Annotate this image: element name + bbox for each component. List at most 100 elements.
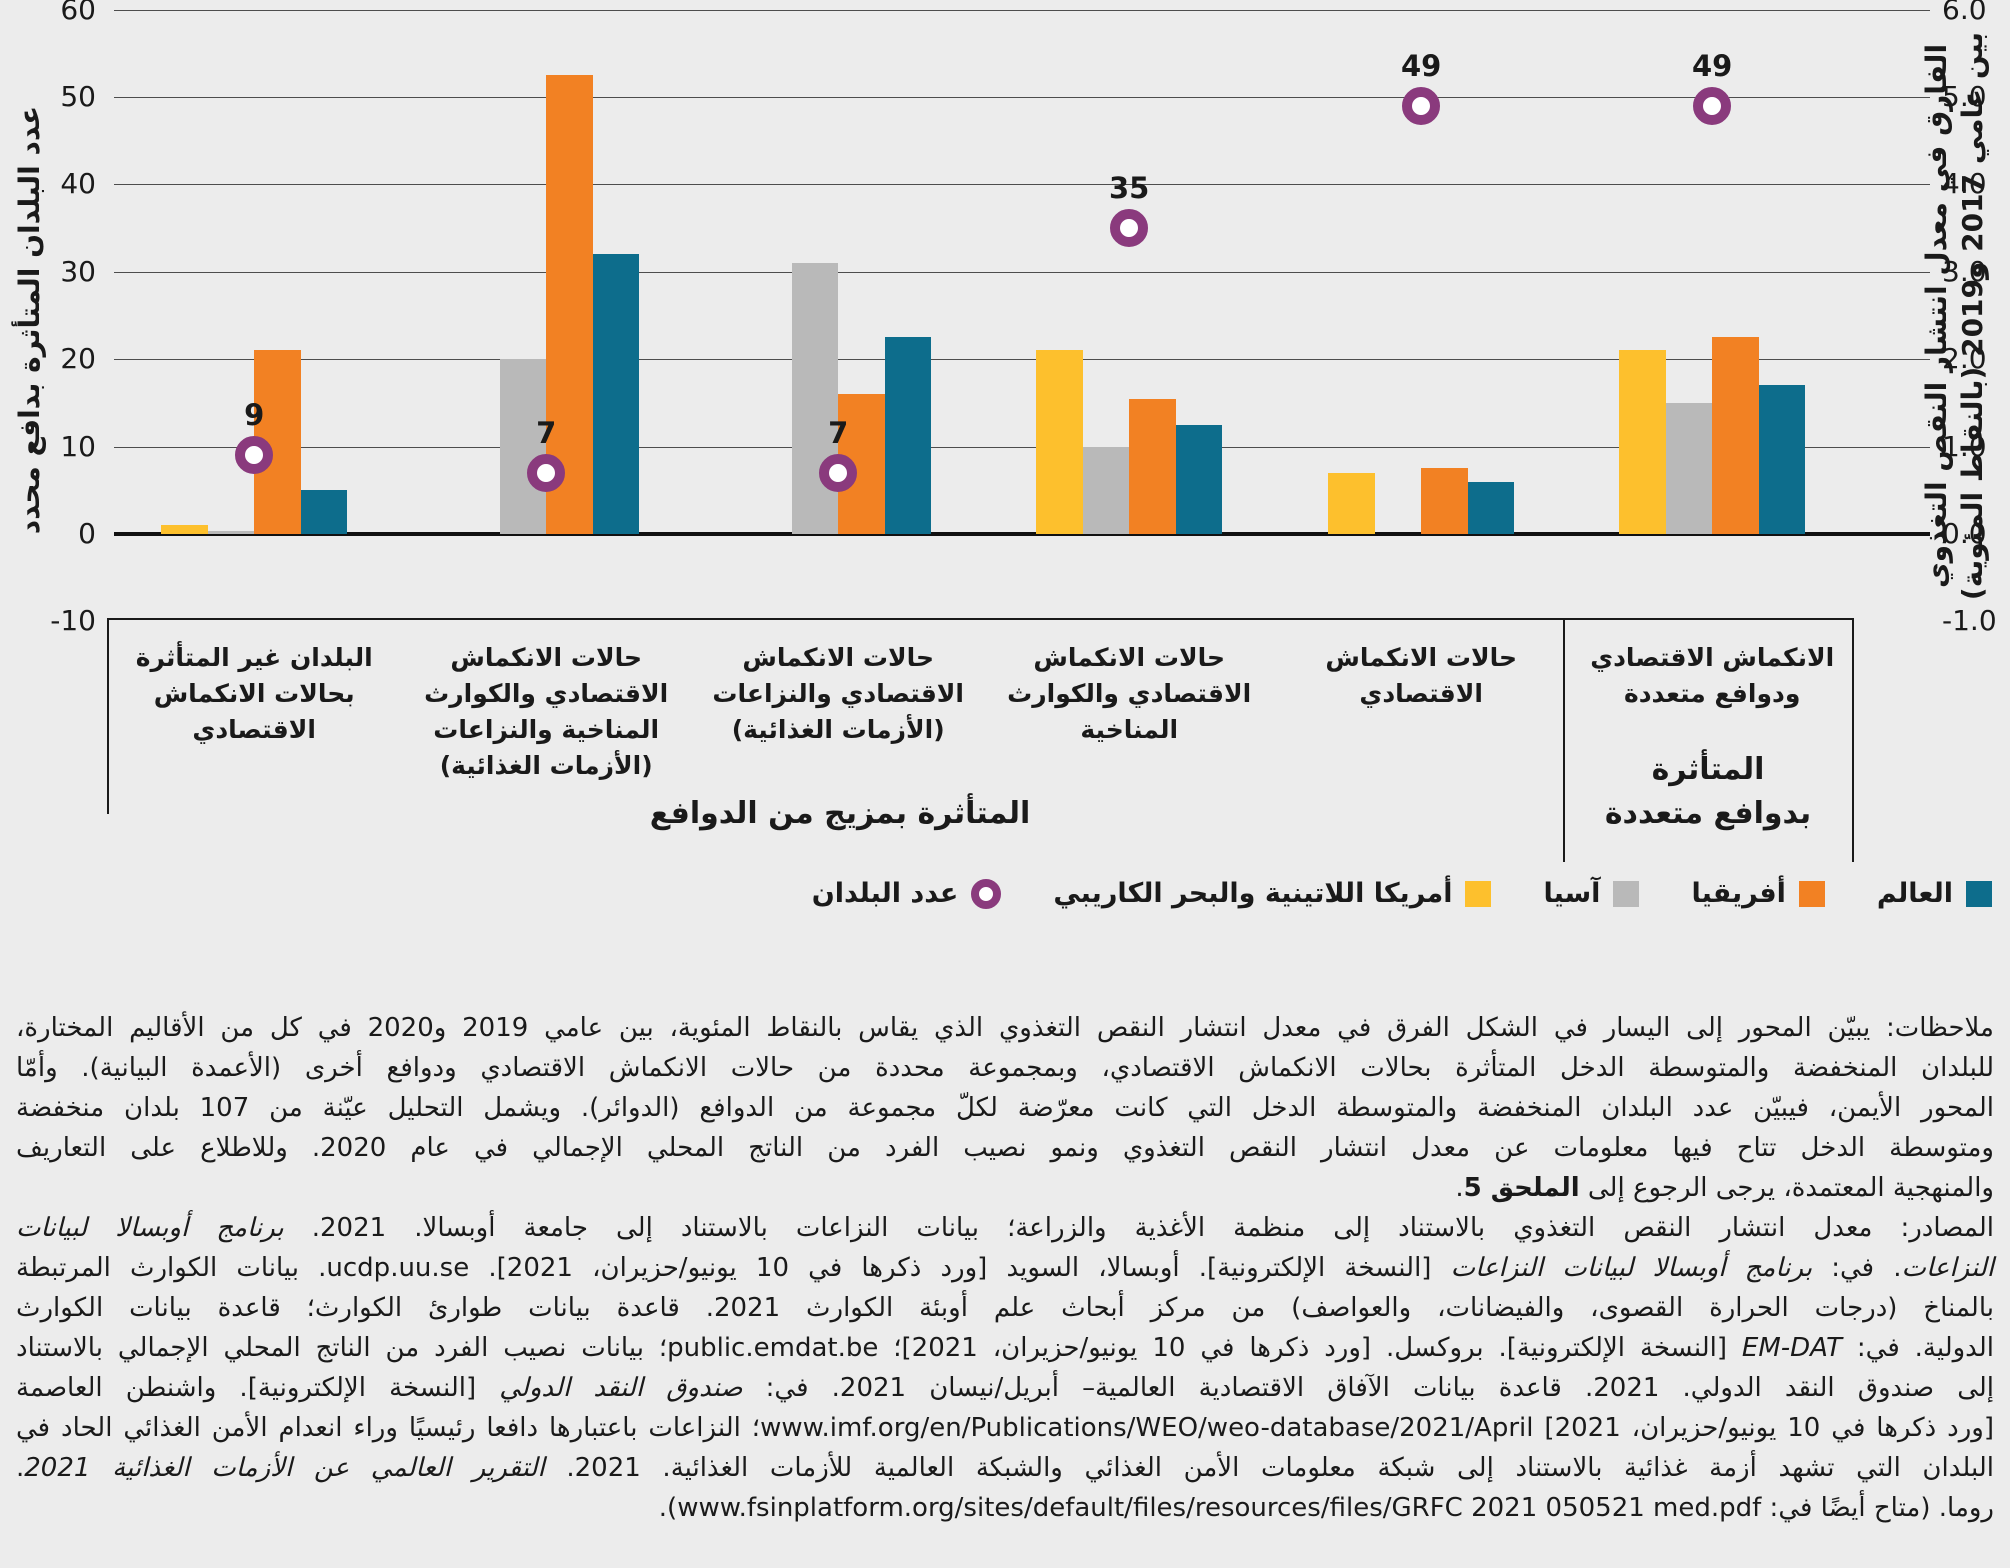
note-text: [النسخة الإلكترونية]. واشنطن العاصمة xyxy=(16,1373,500,1403)
note-text: روما. (متاح أيضًا في: xyxy=(1761,1493,1994,1523)
right-tick-6.0: 6.0 xyxy=(1942,0,1987,26)
category-label-6-line2: ودوافع متعددة xyxy=(1623,679,1801,708)
note-text: . بيانات الكوارث المرتبطة xyxy=(16,1253,327,1283)
legend-square-icon xyxy=(1465,880,1492,907)
note-text: . xyxy=(1455,1173,1464,1203)
bar-world_teal-group6 xyxy=(1758,385,1806,534)
multi-box-right xyxy=(1852,618,1854,862)
right-tick-5.0: 5.0 xyxy=(1942,80,1987,113)
bracket-top-line xyxy=(107,618,1563,620)
legend-label-1: العالم xyxy=(1876,878,1953,909)
legend-item-4: أمريكا اللاتينية والبحر الكاريبي xyxy=(1053,878,1492,909)
legend-label-2: أفريقيا xyxy=(1691,878,1786,909)
bar-asia_gray-group4 xyxy=(1082,446,1130,534)
note-line-10: إلى صندوق النقد الدولي. 2021. قاعدة بيان… xyxy=(16,1368,1994,1408)
left-tick-20: 20 xyxy=(60,342,96,376)
note-text: إلى صندوق النقد الدولي. 2021. قاعدة بيان… xyxy=(742,1373,1995,1403)
note-text: [ورد ذكرها في 10 يونيو/حزيران، 2021] xyxy=(1533,1413,1994,1443)
category-label-1-line1: البلدان غير المتأثرة xyxy=(135,643,373,672)
note-text: ؛ بيانات نصيب الفرد من الناتج المحلي الإ… xyxy=(16,1333,668,1363)
bar-world_teal-group1 xyxy=(300,490,348,534)
category-label-4-line2: الاقتصادي والكوارث xyxy=(1007,679,1252,708)
right-tick-1.0: 1.0 xyxy=(1942,429,1987,463)
count-circle-group3 xyxy=(819,453,858,492)
category-label-2: حالات الانكماش الاقتصادي والكوارث المناخية… xyxy=(400,640,692,784)
multi-box-left xyxy=(1563,618,1565,862)
right-tick-2.0: 2.0 xyxy=(1942,342,1987,376)
bar-lac_yellow-group6 xyxy=(1619,350,1666,534)
left-tick-0: 0 xyxy=(78,517,96,550)
note-url: www.fsinplatform.org/sites/default/files… xyxy=(677,1493,1762,1523)
legend-label-3: آسيا xyxy=(1543,878,1601,909)
category-label-2-line1: حالات الانكماش xyxy=(450,643,642,672)
category-label-2-line4: (الأزمات الغذائية) xyxy=(439,751,653,780)
note-text: التقرير العالمي عن الأزمات الغذائية 2021 xyxy=(24,1453,545,1483)
category-label-1-line2: بحالات الانكماش xyxy=(153,679,355,708)
left-tick-10: 10 xyxy=(60,429,96,463)
left-tick-50: 50 xyxy=(60,80,96,113)
category-label-4-line1: حالات الانكماش xyxy=(1033,643,1225,672)
left-tick-40: 40 xyxy=(60,167,96,201)
count-circle-group2 xyxy=(527,453,566,492)
right-axis-title-line2: بين عامي 2017 و2019 (بالنقاط المئوية) xyxy=(1956,31,1989,601)
legend-label-5: عدد البلدان xyxy=(811,878,959,909)
count-label-group5: 49 xyxy=(1401,48,1442,83)
category-label-1-line3: الاقتصادي xyxy=(192,715,316,744)
note-text: [النسخة الإلكترونية]. أوبسالا، السويد [و… xyxy=(469,1253,1451,1283)
notes-sources-block: ملاحظات: يبيّن المحور إلى اليسار في الشك… xyxy=(16,1008,1994,1528)
count-circle-group6 xyxy=(1693,86,1732,125)
legend-square-icon xyxy=(1966,880,1992,907)
count-label-group6: 49 xyxy=(1692,48,1733,83)
bar-asia_gray-group6 xyxy=(1665,402,1713,534)
right-axis-title: الفارق في معدل انتشار النقص التغذوي بين … xyxy=(1919,0,1991,697)
category-label-5-line1: حالات الانكماش xyxy=(1325,643,1517,672)
bar-world_teal-group4 xyxy=(1175,424,1223,534)
count-circle-group1 xyxy=(235,436,274,475)
note-url: ucdp.uu.se xyxy=(326,1253,470,1283)
category-label-6-line1: الانكماش الاقتصادي xyxy=(1590,643,1835,672)
note-line-13: روما. (متاح أيضًا في: www.fsinplatform.o… xyxy=(16,1488,1994,1528)
note-line-6: المصادر: معدل انتشار النقص التغذوي بالاس… xyxy=(16,1208,1994,1248)
category-label-4: حالات الانكماش الاقتصادي والكوارث المناخية xyxy=(983,640,1275,748)
note-line-4: ومتوسطة الدخل تتاح فيها معلومات عن معدل … xyxy=(16,1128,1994,1168)
legend-item-1: العالم xyxy=(1877,878,1992,909)
note-text: البلدان التي تشهد أزمة غذائية بالاستناد … xyxy=(544,1453,1994,1483)
category-label-3-line3: (الأزمات الغذائية) xyxy=(731,715,945,744)
left-axis-title: عدد البلدان المتأثرة بدافع محدد xyxy=(13,105,46,535)
note-text: ). xyxy=(658,1493,678,1523)
note-url: public.emdat.be xyxy=(667,1333,879,1363)
category-label-5: حالات الانكماش الاقتصادي xyxy=(1275,640,1567,712)
count-label-group2: 7 xyxy=(536,415,557,450)
gridline-50 xyxy=(114,97,1930,98)
gridline-60 xyxy=(114,9,1930,11)
note-line-5: والمنهجية المعتمدة، يرجى الرجوع إلى المل… xyxy=(16,1168,1994,1208)
group-label-multiple-line1: المتأثرة xyxy=(1651,752,1765,787)
category-label-3-line1: حالات الانكماش xyxy=(742,643,934,672)
gridline-20 xyxy=(114,359,1930,361)
category-label-5-line2: الاقتصادي xyxy=(1359,679,1483,708)
bar-world_teal-group3 xyxy=(884,337,932,534)
note-url: EM-DAT xyxy=(1741,1333,1842,1363)
count-label-group3: 7 xyxy=(828,415,849,450)
bar-world_teal-group5 xyxy=(1467,481,1515,534)
plot-area: 9 7 7 35 49 49 xyxy=(114,9,1930,621)
note-text: الدولية. في: xyxy=(1841,1333,1994,1363)
legend-item-5: عدد البلدان xyxy=(812,878,1002,909)
note-text: ومتوسطة الدخل تتاح فيها معلومات عن معدل … xyxy=(16,1133,1994,1163)
group-label-multiple: المتأثرة بدوافع متعددة xyxy=(1572,748,1844,836)
note-line-7: النزاعات. في: برنامج أوبسالا لبيانات الن… xyxy=(16,1248,1994,1288)
count-circle-group5 xyxy=(1402,86,1441,125)
legend-square-icon xyxy=(1613,880,1640,907)
group-label-multiple-line2: بدوافع متعددة xyxy=(1604,796,1812,831)
left-tick-30: 30 xyxy=(60,254,96,288)
note-line-8: بالمناخ (درجات الحرارة القصوى، والفيضانا… xyxy=(16,1288,1994,1328)
note-text: للبلدان المنخفضة والمتوسطة الدخل المتأثر… xyxy=(16,1053,1994,1083)
bar-africa_orange-group5 xyxy=(1421,468,1468,534)
right-tick-4.0: 4.0 xyxy=(1942,167,1987,201)
note-url: www.imf.org/en/Publications/WEO/weo-data… xyxy=(760,1413,1534,1443)
bar-lac_yellow-group4 xyxy=(1036,350,1083,534)
note-text: الملحق 5 xyxy=(1463,1173,1580,1203)
note-line-1: ملاحظات: يبيّن المحور إلى اليسار في الشك… xyxy=(16,1008,1994,1048)
bar-asia_gray-group2 xyxy=(499,359,547,534)
